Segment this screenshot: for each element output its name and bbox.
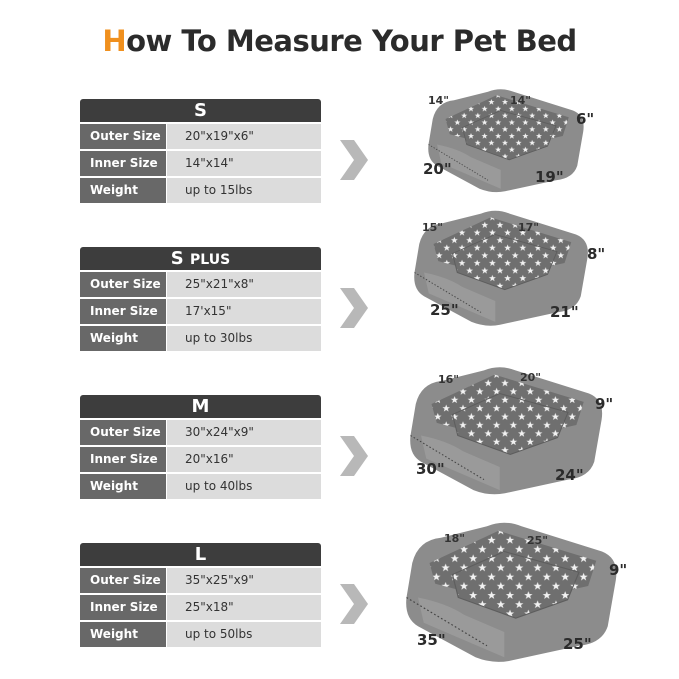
width-label: 24" — [555, 466, 584, 484]
inner-dimension-label: 18" — [444, 532, 466, 545]
chevron-right-icon — [340, 288, 368, 328]
height-label: 6" — [576, 110, 595, 128]
size-table-0: S Outer Size 20"x19"x6" Inner Size 14"x14"… — [80, 99, 321, 203]
inner-dimension-label: 20" — [520, 371, 542, 384]
inner-dimension-label: 14" — [428, 94, 450, 107]
outer-size-row: Outer Size 25"x21"x8" — [80, 272, 321, 297]
inner-size-row: Inner Size 20"x16" — [80, 447, 321, 472]
page-title: How To Measure Your Pet Bed — [0, 24, 679, 58]
inner-dimension-label: 14" — [510, 94, 532, 107]
inner-dimension-label: 25" — [527, 534, 549, 547]
inner-size-row: Inner Size 25"x18" — [80, 595, 321, 620]
pet-bed-image — [410, 367, 603, 495]
inner-dimension-label: 15" — [422, 221, 444, 234]
size-table-3: L Outer Size 35"x25"x9" Inner Size 25"x18"… — [80, 543, 321, 647]
size-header: S — [80, 99, 321, 122]
inner-size-row: Inner Size 17'x15" — [80, 299, 321, 324]
title-text: ow To Measure Your Pet Bed — [126, 24, 577, 58]
width-label: 25" — [563, 635, 592, 653]
weight-row: Weight up to 40lbs — [80, 474, 321, 499]
size-header: M — [80, 395, 321, 418]
title-accent-letter: H — [102, 24, 127, 58]
pet-bed-image — [414, 211, 588, 326]
length-label: 30" — [416, 460, 445, 478]
height-label: 8" — [587, 245, 606, 263]
outer-size-row: Outer Size 35"x25"x9" — [80, 568, 321, 593]
size-header: S PLUS — [80, 247, 321, 270]
inner-size-row: Inner Size 14"x14" — [80, 151, 321, 176]
inner-dimension-label: 17" — [518, 221, 540, 234]
width-label: 21" — [550, 303, 579, 321]
size-table-1: S PLUS Outer Size 25"x21"x8" Inner Size 17… — [80, 247, 321, 351]
inner-dimension-label: 16" — [438, 373, 460, 386]
pet-bed-image — [406, 523, 617, 663]
weight-row: Weight up to 50lbs — [80, 622, 321, 647]
size-header: L — [80, 543, 321, 566]
chevron-right-icon — [340, 140, 368, 180]
size-table-2: M Outer Size 30"x24"x9" Inner Size 20"x16"… — [80, 395, 321, 499]
weight-row: Weight up to 15lbs — [80, 178, 321, 203]
width-label: 19" — [535, 168, 564, 186]
pet-bed-image — [428, 89, 584, 192]
height-label: 9" — [595, 395, 614, 413]
chevron-right-icon — [340, 436, 368, 476]
length-label: 35" — [417, 631, 446, 649]
length-label: 20" — [423, 160, 452, 178]
outer-size-row: Outer Size 30"x24"x9" — [80, 420, 321, 445]
outer-size-row: Outer Size 20"x19"x6" — [80, 124, 321, 149]
chevron-right-icon — [340, 584, 368, 624]
length-label: 25" — [430, 301, 459, 319]
weight-row: Weight up to 30lbs — [80, 326, 321, 351]
height-label: 9" — [609, 561, 628, 579]
